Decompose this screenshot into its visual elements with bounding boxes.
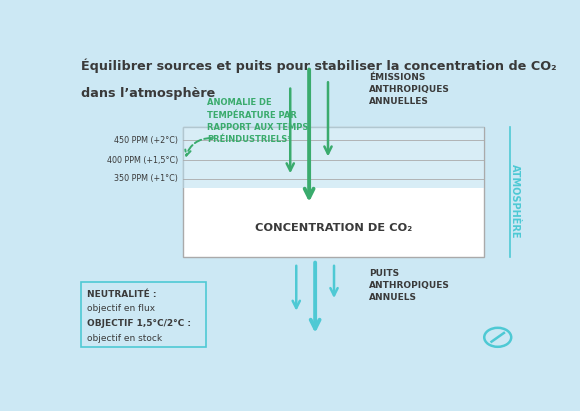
Text: 450 PPM (+2°C): 450 PPM (+2°C) — [114, 136, 178, 145]
Text: PUITS
ANTHROPIQUES
ANNUELS: PUITS ANTHROPIQUES ANNUELS — [369, 269, 450, 302]
Text: CONCENTRATION DE CO₂: CONCENTRATION DE CO₂ — [255, 223, 412, 233]
Text: ÉMISSIONS
ANTHROPIQUES
ANNUELLES: ÉMISSIONS ANTHROPIQUES ANNUELLES — [369, 73, 450, 106]
Text: 400 PPM (+1,5°C): 400 PPM (+1,5°C) — [107, 156, 178, 165]
Text: objectif en flux: objectif en flux — [87, 305, 155, 314]
Text: OBJECTIF 1,5°C/2°C :: OBJECTIF 1,5°C/2°C : — [87, 319, 191, 328]
FancyBboxPatch shape — [183, 127, 484, 256]
Text: dans l’atmosphère: dans l’atmosphère — [81, 87, 215, 100]
Text: Équilibrer sources et puits pour stabiliser la concentration de CO₂: Équilibrer sources et puits pour stabili… — [81, 59, 556, 73]
Bar — [183, 127, 484, 188]
Text: objectif en stock: objectif en stock — [87, 333, 162, 342]
Text: 350 PPM (+1°C): 350 PPM (+1°C) — [114, 174, 178, 183]
Text: ATMOSPHÈRE: ATMOSPHÈRE — [510, 164, 520, 238]
Text: NEUTRALITÉ :: NEUTRALITÉ : — [87, 290, 157, 299]
Text: ANOMALIE DE
TEMPÉRATURE PAR
RAPPORT AUX TEMPS
PRÉINDUSTRIELS¹: ANOMALIE DE TEMPÉRATURE PAR RAPPORT AUX … — [208, 98, 309, 144]
FancyBboxPatch shape — [81, 282, 206, 347]
